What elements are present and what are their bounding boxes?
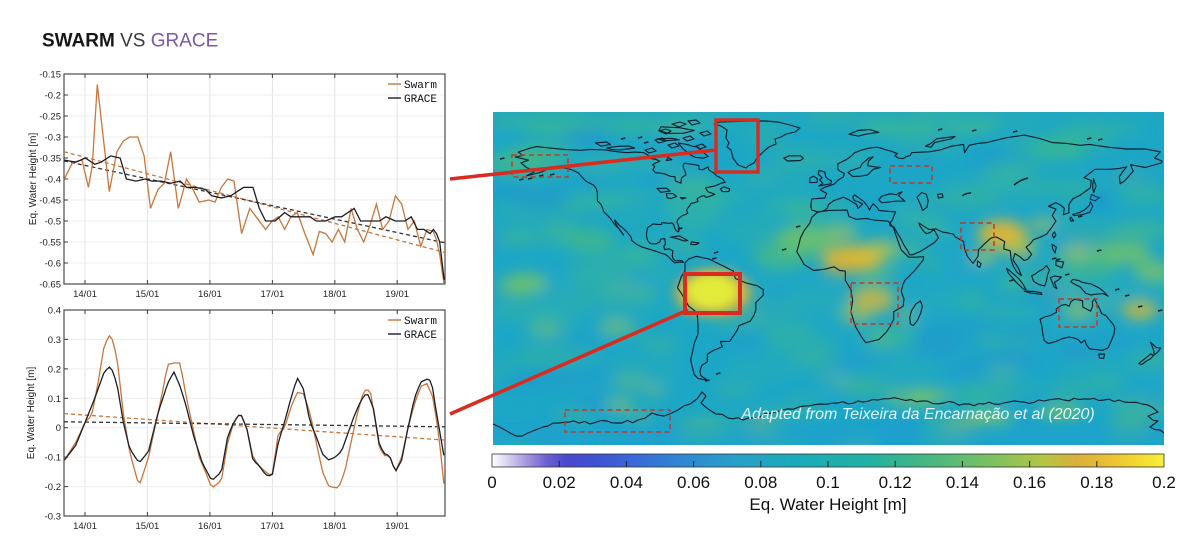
svg-text:18/01: 18/01: [323, 521, 347, 532]
svg-text:-0.65: -0.65: [39, 280, 61, 291]
svg-text:0.02: 0.02: [543, 473, 576, 492]
svg-text:0.04: 0.04: [610, 473, 643, 492]
svg-text:0.1: 0.1: [816, 473, 840, 492]
svg-text:Adapted from Teixeira da Encar: Adapted from Teixeira da Encarnação et a…: [740, 406, 1094, 423]
svg-text:Eq. Water Height [m]: Eq. Water Height [m]: [26, 367, 37, 460]
svg-text:0.12: 0.12: [879, 473, 912, 492]
svg-text:16/01: 16/01: [198, 289, 222, 300]
svg-text:-0.3: -0.3: [45, 133, 61, 144]
svg-text:0.4: 0.4: [48, 306, 61, 317]
svg-text:0.14: 0.14: [946, 473, 979, 492]
svg-text:Eq. Water Height [m]: Eq. Water Height [m]: [749, 495, 906, 514]
svg-text:-0.2: -0.2: [45, 91, 61, 102]
svg-text:Eq. Water Height [m]: Eq. Water Height [m]: [28, 133, 39, 226]
svg-text:-0.15: -0.15: [39, 70, 61, 81]
svg-text:15/01: 15/01: [136, 289, 160, 300]
svg-text:17/01: 17/01: [261, 289, 285, 300]
svg-text:0: 0: [56, 423, 61, 434]
svg-text:-0.45: -0.45: [39, 196, 61, 207]
svg-text:-0.55: -0.55: [39, 238, 61, 249]
svg-text:Swarm: Swarm: [404, 316, 437, 328]
svg-text:Swarm: Swarm: [404, 80, 437, 92]
svg-text:0: 0: [487, 473, 496, 492]
svg-text:14/01: 14/01: [73, 521, 97, 532]
svg-text:19/01: 19/01: [385, 289, 409, 300]
svg-text:-0.3: -0.3: [45, 512, 61, 523]
svg-text:-0.35: -0.35: [39, 154, 61, 165]
svg-text:0.06: 0.06: [677, 473, 710, 492]
svg-text:-0.4: -0.4: [45, 175, 61, 186]
svg-text:14/01: 14/01: [73, 289, 97, 300]
svg-text:0.3: 0.3: [48, 335, 61, 346]
svg-text:-0.1: -0.1: [45, 453, 61, 464]
svg-text:-0.6: -0.6: [45, 259, 61, 270]
svg-text:0.2: 0.2: [1152, 473, 1176, 492]
svg-text:0.08: 0.08: [744, 473, 777, 492]
svg-text:0.16: 0.16: [1013, 473, 1046, 492]
svg-text:18/01: 18/01: [323, 289, 347, 300]
svg-text:15/01: 15/01: [136, 521, 160, 532]
svg-text:-0.5: -0.5: [45, 217, 61, 228]
svg-text:0.1: 0.1: [48, 394, 61, 405]
svg-text:-0.25: -0.25: [39, 112, 61, 123]
svg-text:GRACE: GRACE: [404, 330, 437, 342]
svg-text:0.18: 0.18: [1080, 473, 1113, 492]
svg-text:0.2: 0.2: [48, 364, 61, 375]
svg-text:SWARM VS GRACE: SWARM VS GRACE: [42, 31, 218, 52]
svg-text:16/01: 16/01: [198, 521, 222, 532]
svg-text:17/01: 17/01: [261, 521, 285, 532]
svg-text:-0.2: -0.2: [45, 482, 61, 493]
svg-text:GRACE: GRACE: [404, 94, 437, 106]
svg-text:19/01: 19/01: [385, 521, 409, 532]
